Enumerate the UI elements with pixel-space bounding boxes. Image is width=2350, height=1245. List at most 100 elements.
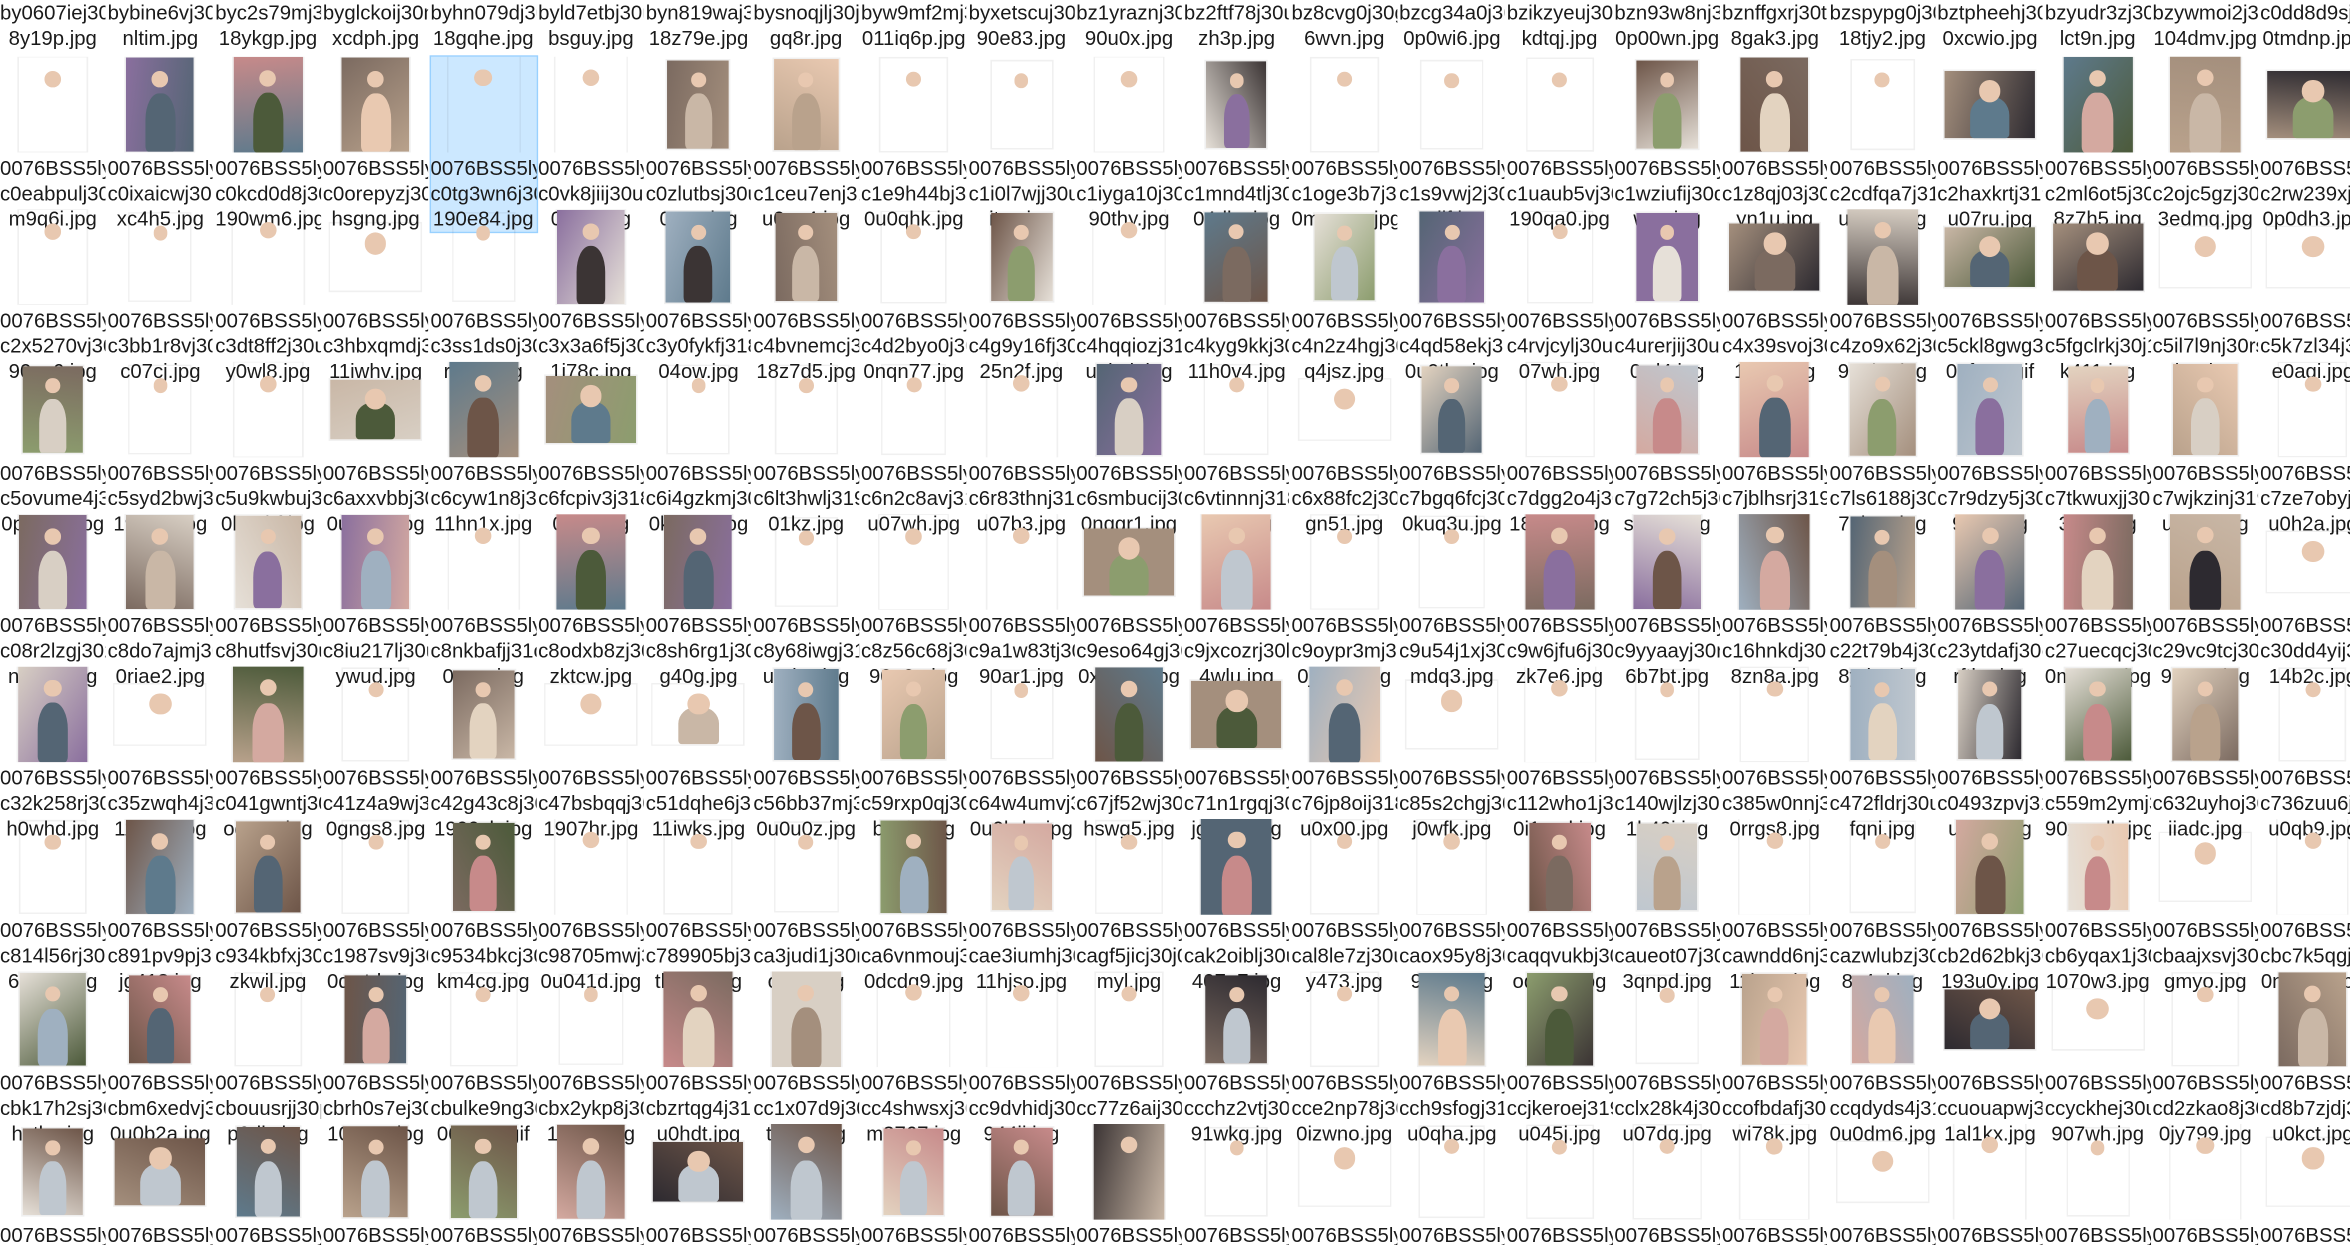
file-item[interactable]: 0076BSS5ly1gdc7bgq6fcj30dw0kuq3u.jpg [1399, 362, 1505, 537]
file-item[interactable]: 0076BSS5ly1gdc0kcd0d8j30u0190wm6.jpg [215, 56, 321, 232]
file-item[interactable]: bzspypg0j30u018tjy2.jpg [1830, 0, 1936, 51]
file-item[interactable]: 0076BSS5ly1gdc1987sv9j30hw0qwtds.jpg [323, 819, 428, 994]
file-item[interactable]: 0076BSS5ly1gdc891pv9pj30jg0jg418.jpg [108, 819, 213, 994]
file-item[interactable]: 0076BSS5ly1gdc3ss1ds0j30pp0regur.jpg [430, 209, 536, 384]
file-item[interactable]: byxetscuj30u0190e83.jpg [969, 0, 1075, 51]
file-item[interactable]: 0076BSS5ly1gdc2x5270vj30u0190qv6.jpg [0, 209, 106, 384]
file-item[interactable]: 0076BSS5ly1gdc27uecqcj30m80m8410.jpg [2045, 514, 2150, 689]
file-item[interactable]: 0076BSS5ly1gdc8sh6rg1j30c0jg40g.jpg [646, 514, 751, 689]
file-item[interactable]: 0076BSS5ly1gdcb6yqax1j30u01070w3.jpg [2045, 819, 2150, 994]
file-item[interactable]: 0076BSS5ly1gd [1937, 1124, 2043, 1245]
file-item[interactable]: 0076BSS5ly1gdc56bb37mj31900u0u0z.jpg [753, 667, 859, 842]
file-item[interactable]: 0076BSS5ly1gdc4qd58ekj31900u0tbc.jpg [1399, 209, 1505, 384]
file-item[interactable]: 0076BSS5ly1gd [1507, 1124, 1612, 1245]
file-item[interactable]: 0076BSS5ly1gdc385w0nnj315n0rrgs8.jpg [1722, 667, 1828, 842]
file-item[interactable]: 0076BSS5ly1gdc9yyaayj30rs16b7bt.jpg [1614, 514, 1720, 689]
file-item[interactable]: 0076BSS5ly1gdc9w6jfu6j30sg0zk7e6.jpg [1507, 514, 1612, 689]
file-item[interactable]: 0076BSS5ly1gd [323, 1124, 428, 1245]
file-item[interactable]: 0076BSS5ly1gdc9eso64gj30m80xcwhh.jpg [1076, 514, 1182, 689]
file-item[interactable]: 0076BSS5ly1gdc41z4a9wj30p00gngs8.jpg [323, 667, 428, 842]
file-item[interactable]: 0076BSS5ly1gdc7r9dzy5j30u0190djj.jpg [1937, 362, 2043, 537]
file-item[interactable]: 0076BSS5ly1gdccyckhej30u01907wh.jpg [2045, 971, 2150, 1146]
file-item[interactable]: 0076BSS5ly1gdc7ls6188j30u0175k17.jpg [1830, 362, 1935, 537]
file-item[interactable]: bybine6vj30zk0nltim.jpg [108, 0, 214, 51]
file-item[interactable]: 0076BSS5ly1gdc0493zpvj310l0u0td6.jpg [1937, 667, 2043, 842]
file-item[interactable]: 0076BSS5ly1gdc64w4umvj31900u0hdw.jpg [969, 667, 1074, 842]
file-item[interactable]: 0076BSS5ly1gdcbulke9ng30dw06yu0x.gif [430, 971, 536, 1146]
file-item[interactable]: 0076BSS5ly1gdc6x88fc2j30tk18gn51.jpg [1292, 362, 1397, 537]
file-item[interactable]: 0076BSS5ly1gdc559m2ymj30m90xcadh.jpg [2045, 667, 2150, 842]
file-item[interactable]: byn819waj30u018z79e.jpg [646, 0, 752, 51]
file-item[interactable]: 0076BSS5ly1gdca6vnmouj30a00dcdg9.jpg [861, 819, 967, 994]
file-item[interactable]: 0076BSS5ly1gdc8iu217lj30u018ywud.jpg [323, 514, 428, 689]
file-item[interactable]: c0dd8d9sj318o0tmdnp.jpg [2260, 0, 2350, 51]
file-item[interactable]: 0076BSS5ly1gdc7tkwuxjj30i20r3tm8.jpg [2045, 362, 2150, 537]
file-item[interactable]: 0076BSS5ly1gdc8z56c68j30u0190u0e.jpg [861, 514, 967, 689]
file-item[interactable]: 0076BSS5ly1gd [1399, 1124, 1505, 1245]
file-item[interactable]: 0076BSS5ly1gdc6lt3hwlj31900u01kz.jpg [753, 362, 859, 537]
file-item[interactable]: 0076BSS5ly1gdcclx28k4j30u0u07dg.jpg [1614, 971, 1720, 1146]
file-item[interactable]: 0076BSS5ly1gdcaox95y8j30tz190tbz.jpg [1399, 819, 1505, 994]
file-item[interactable]: 0076BSS5ly1gdc6n2c8avj31900u07wh.jpg [861, 362, 967, 537]
file-item[interactable]: 0076BSS5ly1gdcc1x07d9j30jg0t6k9y.jpg [753, 971, 859, 1146]
file-item[interactable]: 0076BSS5ly1gd [2153, 1124, 2258, 1245]
file-item[interactable]: 0076BSS5ly1gdc7ze7obyj318y0u0h2a.jpg [2260, 362, 2350, 537]
file-item[interactable]: 0076BSS5ly1gdcb2d62bkj30u0193u0y.jpg [1937, 819, 2043, 994]
file-item[interactable]: 0076BSS5ly1gdc8nkbafjj31cx0u0wqo.jpg [430, 514, 536, 689]
file-item[interactable]: 0076BSS5ly1gdc5syd2bwj30u0190tk1.jpg [108, 362, 213, 537]
file-item[interactable]: 0076BSS5ly1gdc1iyga10j30u0190thy.jpg [1076, 57, 1182, 232]
file-item[interactable]: 0076BSS5ly1gdcd2zkao8j30u00jy799.jpg [2153, 971, 2258, 1146]
file-item[interactable]: 0076BSS5ly1gdc2cdfqa7j31900u0h1c.jpg [1830, 57, 1935, 232]
file-item[interactable]: 0076BSS5ly1gdc5ovume4j30go0p0wgz.jpg [0, 362, 106, 537]
file-item[interactable]: 0076BSS5ly1gdc22t79b4j30u018ydn9.jpg [1830, 514, 1935, 689]
file-item[interactable]: 0076BSS5ly1gdc7jblhsrj31900u0tjp.jpg [1722, 361, 1828, 537]
file-item[interactable]: 0076BSS5ly1gd [2260, 1124, 2350, 1245]
file-item[interactable]: 0076BSS5ly1gd [1830, 1124, 1935, 1245]
file-item[interactable]: 0076BSS5ly1gdc1s9vwj2j30g0t6dif.jpg [1399, 57, 1505, 232]
file-item[interactable]: 0076BSS5ly1gdcawndd6nj30u011in2x.jpg [1722, 819, 1828, 994]
file-item[interactable]: 0076BSS5ly1gdc4zo9x62j30u0190ahg.jpg [1830, 209, 1935, 384]
file-item[interactable]: 0076BSS5ly1gdc32k258rj30h00h0whd.jpg [0, 666, 106, 842]
file-item[interactable]: byglckoij30m80xcdph.jpg [323, 0, 429, 51]
file-item[interactable]: bz2ftf78j30u018zh3p.jpg [1184, 0, 1290, 51]
file-item[interactable]: 0076BSS5ly1gdc2haxkrtj31900u07ru.jpg [1937, 57, 2043, 232]
file-item[interactable]: 0076BSS5ly1gdcbk17h2sj30hs0hstbp.jpg [0, 971, 106, 1146]
file-item[interactable]: 0076BSS5ly1gdc2ml6ot5j30u018z7h5.jpg [2045, 56, 2150, 232]
file-item[interactable]: 0076BSS5ly1gdc0vk8jiij30u01907wk.jpg [538, 57, 644, 232]
file-item[interactable]: 0076BSS5ly1gdc3x3a6f5j30u011i78c.jpg [538, 209, 644, 384]
file-item[interactable]: 0076BSS5ly1gdc140wjlzj30u011h40i.jpg [1614, 667, 1720, 842]
file-item[interactable]: 0076BSS5ly1gdcc9dvhidj30u01944ii.jpg [969, 971, 1074, 1146]
file-item[interactable]: 0076BSS5ly1gdc6cyw1n8j30u011hn1x.jpg [430, 361, 536, 537]
file-item[interactable]: 0076BSS5ly1gdcbzrtqg4j318z0u0hdt.jpg [646, 971, 751, 1146]
file-item[interactable]: bztpheehj30mp0xcwio.jpg [1937, 0, 2043, 51]
file-item[interactable]: 0076BSS5ly1gd [1614, 1124, 1720, 1245]
file-item[interactable]: 0076BSS5ly1gdc9oypr3mj30ck0jg0un.jpg [1292, 514, 1397, 689]
file-item[interactable]: 0076BSS5ly1gdc47bsbqqj30u01907hr.jpg [538, 667, 644, 842]
file-item[interactable]: 0076BSS5ly1gdcagf5jicj30j0rsmyl.jpg [1076, 819, 1182, 994]
file-item[interactable]: 0076BSS5ly1gdc5u9kwbuj30ku0kuabf.jpg [215, 362, 321, 537]
file-item[interactable]: 0076BSS5ly1gdc23ytdafj30qm0rftbe.jpg [1937, 514, 2043, 689]
file-item[interactable]: 0076BSS5ly1gdc67jf52wj30bw0hswg5.jpg [1076, 667, 1182, 842]
file-item[interactable]: 0076BSS5ly1gd [0, 1124, 106, 1245]
file-item[interactable]: 0076BSS5ly1gdc85s2chgj30sg0j0wfk.jpg [1399, 667, 1505, 842]
file-item[interactable]: 0076BSS5ly1gdc9534bkcj30zk0km4cg.jpg [430, 819, 536, 994]
file-item[interactable]: byc2s79mj30u018ykgp.jpg [215, 0, 321, 51]
file-item[interactable]: 0076BSS5ly1gdc3hbxqmdj30u011iwhv.jpg [323, 209, 428, 384]
file-item[interactable]: bzywmoi2j30o3104dmv.jpg [2153, 0, 2259, 51]
file-item[interactable]: 0076BSS5ly1gdc29vc9tcj30u0190nep.jpg [2153, 514, 2258, 689]
file-item[interactable]: 0076BSS5ly1gdc112who1j30q90i1gzd.jpg [1507, 667, 1612, 842]
file-item[interactable]: 0076BSS5ly1gdcc4shwsxj30eq0m3767.jpg [861, 971, 967, 1146]
file-item[interactable]: 0076BSS5ly1gd [538, 1124, 644, 1245]
file-item[interactable]: 0076BSS5ly1gdc8y68iwgj318z0u0dov.jpg [753, 514, 859, 689]
file-item[interactable]: byw9mf2mj30u011iq6p.jpg [861, 0, 967, 51]
file-item[interactable]: 0076BSS5ly1gdc6smbucij30zk0nqgr1.jpg [1076, 362, 1182, 537]
file-item[interactable]: 0076BSS5ly1gdca3judi1j30rs15ojum.jpg [753, 819, 859, 994]
file-item[interactable]: 0076BSS5ly1gdcch9sfogj31900u0qha.jpg [1399, 971, 1505, 1146]
file-item[interactable]: 0076BSS5ly1gd [646, 1124, 751, 1245]
file-item[interactable]: 0076BSS5ly1gdcak2oiblj30u01407n7.jpg [1184, 819, 1289, 994]
file-item[interactable]: 0076BSS5ly1gdcbc7k5qgj30zk0npwo2.jpg [2260, 819, 2350, 994]
file-item[interactable]: 0076BSS5ly1gdcd8b7zjdj31930u0kct.jpg [2260, 971, 2350, 1146]
file-item[interactable]: 0076BSS5ly1gdc7g72ch5j30iz0sgdkd.jpg [1614, 362, 1720, 537]
file-item[interactable]: 0076BSS5ly1gdc4kyg9kkj30u011h0v4.jpg [1184, 209, 1289, 384]
file-item[interactable]: by0607iej30u018y19p.jpg [0, 0, 106, 51]
